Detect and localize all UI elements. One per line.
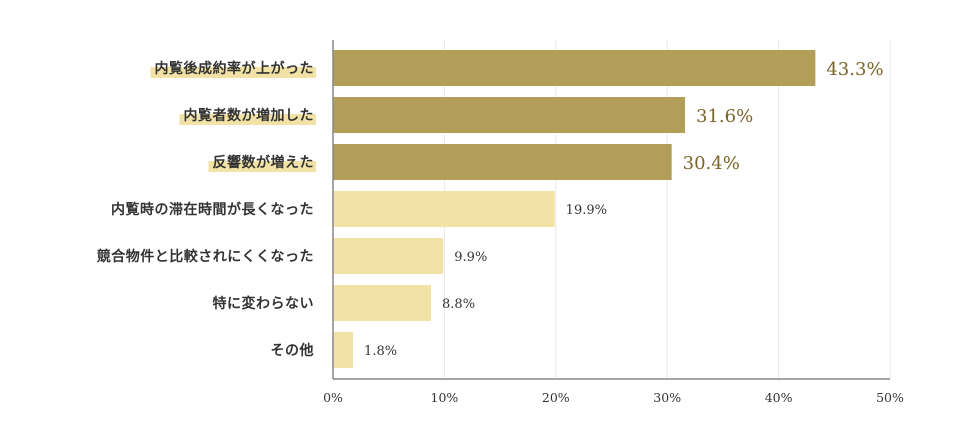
- value-labels: 43.3% 31.6% 30.4% 19.9% 9.9% 8.8% 1.8%: [364, 59, 883, 359]
- category-label: 競合物件と比較されにくくなった: [97, 248, 314, 265]
- axes: [332, 40, 890, 380]
- value-label: 31.6%: [696, 106, 753, 127]
- value-label: 30.4%: [683, 153, 740, 174]
- x-tick-label: 50%: [876, 390, 904, 405]
- grid-lines: [443, 40, 891, 379]
- value-label: 43.3%: [826, 59, 883, 80]
- value-label: 19.9%: [566, 203, 607, 218]
- label-highlight-marker: [150, 67, 316, 78]
- bar: [333, 238, 444, 274]
- x-tick-label: 40%: [765, 390, 793, 405]
- category-label: 内覧時の滞在時間が長くなった: [111, 201, 314, 218]
- category-label: 特に変わらない: [213, 295, 315, 312]
- category-label: 内覧後成約率が上がった: [155, 60, 315, 77]
- x-tick-label: 30%: [653, 390, 681, 405]
- x-tick-label: 0%: [323, 390, 343, 405]
- category-labels: 内覧後成約率が上がった内覧者数が増加した反響数が増えた内覧時の滞在時間が長くなっ…: [97, 60, 314, 359]
- x-tick-label: 10%: [431, 390, 459, 405]
- value-label: 9.9%: [454, 250, 487, 265]
- value-label: 8.8%: [442, 297, 475, 312]
- bar: [333, 144, 672, 180]
- label-highlight-marker: [208, 161, 316, 172]
- label-highlight-marker: [179, 114, 316, 125]
- bars: [333, 50, 816, 368]
- bar: [333, 97, 686, 133]
- bar: [333, 50, 816, 86]
- bar: [333, 191, 555, 227]
- category-label: その他: [271, 342, 315, 359]
- category-label: 反響数が増えた: [213, 154, 315, 171]
- bar: [333, 285, 432, 321]
- bar: [333, 332, 354, 368]
- category-label-highlights: [150, 67, 316, 172]
- x-tick-label: 20%: [542, 390, 570, 405]
- value-label: 1.8%: [364, 344, 397, 359]
- x-tick-labels: 0% 10% 20% 30% 40% 50%: [323, 390, 904, 405]
- category-label: 内覧者数が増加した: [184, 107, 315, 124]
